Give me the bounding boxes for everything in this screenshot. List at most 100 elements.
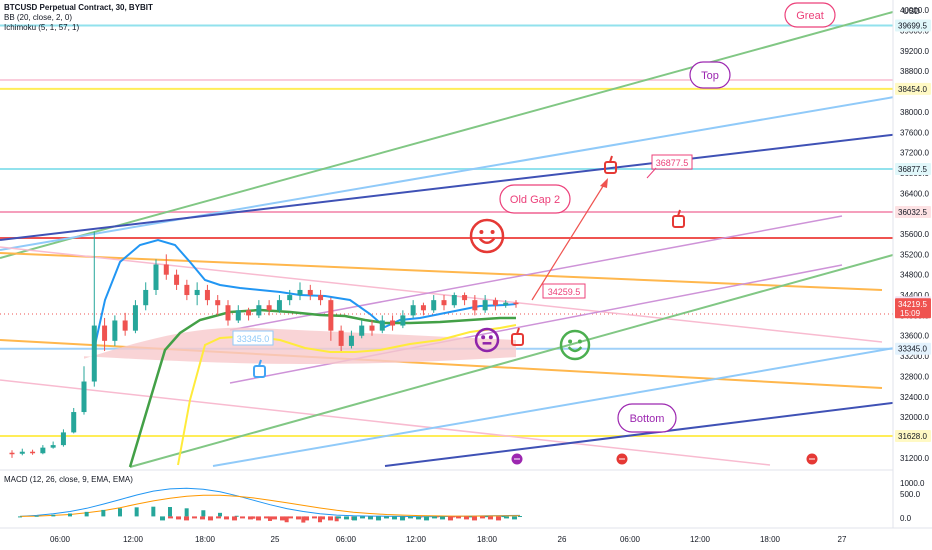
candle-4[interactable] bbox=[50, 441, 56, 449]
trendline-navy-upper[interactable] bbox=[0, 133, 901, 241]
trendline-pink-upper[interactable] bbox=[0, 246, 883, 343]
macd-indicator-label[interactable]: MACD (12, 26, close, 9, EMA, EMA) bbox=[4, 475, 133, 484]
trendline-blue-lower[interactable] bbox=[212, 346, 901, 467]
candle-37[interactable] bbox=[390, 315, 396, 331]
candle-13[interactable] bbox=[143, 282, 149, 311]
candle-27[interactable] bbox=[287, 289, 293, 306]
candle-10[interactable] bbox=[112, 315, 118, 346]
candle-42[interactable] bbox=[441, 295, 447, 311]
trendline-navy-lower[interactable] bbox=[384, 401, 901, 467]
candle-23[interactable] bbox=[246, 307, 252, 321]
price-tag-39699.5[interactable]: 39699.5 bbox=[895, 19, 931, 32]
candle-body bbox=[400, 315, 406, 326]
candle-45[interactable] bbox=[472, 295, 478, 316]
candle-32[interactable] bbox=[338, 325, 344, 351]
candle-16[interactable] bbox=[174, 269, 180, 290]
price-box-36877[interactable]: 36877.5 bbox=[651, 154, 693, 170]
candle-24[interactable] bbox=[256, 300, 262, 318]
hand-pointer-down-icon[interactable] bbox=[511, 327, 524, 346]
price-box-33345[interactable]: 33345.0 bbox=[232, 330, 274, 346]
trendline-green-upper[interactable] bbox=[0, 9, 901, 259]
macd-line[interactable] bbox=[19, 487, 521, 518]
hand-pointer-blue-icon[interactable] bbox=[253, 359, 266, 378]
candle-20[interactable] bbox=[215, 295, 221, 316]
candle-48[interactable] bbox=[503, 300, 509, 308]
candle-43[interactable] bbox=[451, 292, 457, 308]
trendline-pink-lower[interactable] bbox=[0, 379, 771, 466]
candle-22[interactable] bbox=[235, 305, 241, 324]
great-callout[interactable]: Great bbox=[784, 2, 836, 28]
macd-tick-label: 500.0 bbox=[900, 490, 921, 499]
ema-line[interactable] bbox=[128, 308, 516, 468]
candle-33[interactable] bbox=[348, 330, 354, 349]
hand-pointer-up-icon[interactable] bbox=[604, 155, 617, 174]
candle-0[interactable] bbox=[9, 450, 15, 458]
trendline-purple-upper[interactable] bbox=[229, 215, 843, 331]
macd-histogram-bar bbox=[440, 516, 445, 520]
candle-1[interactable] bbox=[19, 448, 25, 456]
last-price-tag[interactable]: 34219.515:09 bbox=[895, 298, 931, 319]
candle-34[interactable] bbox=[359, 320, 365, 339]
happy-face-icon[interactable] bbox=[469, 218, 505, 254]
candle-17[interactable] bbox=[184, 279, 190, 301]
hand-pointer-right-icon[interactable] bbox=[672, 209, 685, 228]
candle-21[interactable] bbox=[225, 300, 231, 326]
candle-6[interactable] bbox=[71, 407, 77, 434]
trendline-blue-upper[interactable] bbox=[0, 95, 901, 251]
candle-39[interactable] bbox=[410, 300, 416, 318]
us-flag-event-icon-2[interactable] bbox=[806, 453, 818, 465]
macd-histogram-bar bbox=[201, 510, 206, 517]
bb-indicator-label[interactable]: BB (20, close, 2, 0) bbox=[4, 13, 73, 22]
candle-9[interactable] bbox=[102, 317, 108, 351]
candle-5[interactable] bbox=[60, 429, 66, 447]
candle-49[interactable] bbox=[513, 300, 519, 308]
candle-12[interactable] bbox=[132, 300, 138, 334]
target-arrow[interactable] bbox=[531, 182, 606, 301]
candle-44[interactable] bbox=[462, 292, 468, 306]
candle-25[interactable] bbox=[266, 300, 272, 316]
ichimoku-indicator-label[interactable]: Ichimoku (5, 1, 57, 1) bbox=[4, 23, 80, 32]
price-box-34259[interactable]: 34259.5 bbox=[542, 283, 586, 299]
lightning-event-icon[interactable] bbox=[511, 453, 523, 465]
candle-46[interactable] bbox=[482, 295, 488, 313]
candle-36[interactable] bbox=[379, 315, 385, 334]
top-callout[interactable]: Top bbox=[689, 61, 731, 89]
candle-18[interactable] bbox=[194, 282, 200, 306]
trendline-orange-upper[interactable] bbox=[0, 252, 883, 291]
candle-47[interactable] bbox=[492, 297, 498, 311]
neutral-face-icon[interactable] bbox=[474, 327, 500, 353]
bollinger-band-line[interactable] bbox=[94, 238, 517, 346]
smile-face-icon[interactable] bbox=[559, 329, 591, 361]
candle-14[interactable] bbox=[153, 259, 159, 296]
candle-29[interactable] bbox=[307, 284, 313, 301]
candle-11[interactable] bbox=[122, 312, 128, 336]
candle-15[interactable] bbox=[163, 254, 169, 280]
price-tag-31628.0[interactable]: 31628.0 bbox=[895, 430, 931, 443]
price-tag-33345.0[interactable]: 33345.0 bbox=[895, 342, 931, 355]
price-tag-36877.5[interactable]: 36877.5 bbox=[895, 163, 931, 176]
macd-histogram-bar bbox=[251, 516, 256, 519]
candle-2[interactable] bbox=[30, 449, 36, 455]
candle-41[interactable] bbox=[431, 295, 437, 313]
ichimoku-kijun-line[interactable] bbox=[177, 324, 517, 466]
candle-31[interactable] bbox=[328, 297, 334, 341]
candle-35[interactable] bbox=[369, 320, 375, 336]
price-tag-38454.0[interactable]: 38454.0 bbox=[895, 82, 931, 95]
candle-7[interactable] bbox=[81, 366, 87, 415]
candle-40[interactable] bbox=[420, 302, 426, 316]
bottom-callout[interactable]: Bottom bbox=[617, 403, 677, 433]
trendline-green-lower[interactable] bbox=[129, 252, 901, 468]
candle-38[interactable] bbox=[400, 310, 406, 329]
old-gap-callout[interactable]: Old Gap 2 bbox=[499, 184, 571, 214]
us-flag-event-icon[interactable] bbox=[616, 453, 628, 465]
candle-8[interactable] bbox=[91, 231, 97, 387]
price-tag-36032.5[interactable]: 36032.5 bbox=[895, 205, 931, 218]
candle-30[interactable] bbox=[318, 289, 324, 306]
candle-19[interactable] bbox=[204, 284, 210, 306]
candle-28[interactable] bbox=[297, 282, 303, 301]
candle-26[interactable] bbox=[276, 295, 282, 313]
candle-3[interactable] bbox=[40, 445, 46, 455]
currency-label[interactable]: USD bbox=[903, 7, 920, 16]
trendline-purple-lower[interactable] bbox=[229, 264, 843, 384]
